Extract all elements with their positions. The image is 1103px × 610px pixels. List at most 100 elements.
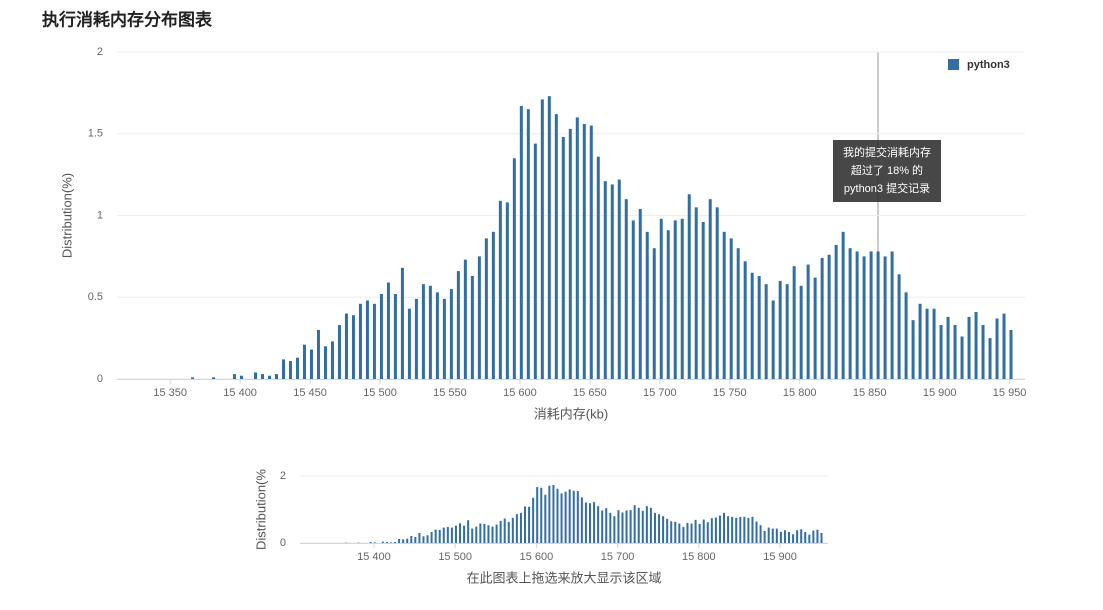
bar [365, 300, 369, 379]
bar [778, 280, 782, 379]
bar [434, 529, 437, 543]
bar [402, 539, 405, 543]
bar [1009, 329, 1013, 379]
bar [808, 534, 811, 543]
bar [701, 222, 705, 379]
bar [560, 493, 563, 543]
bar [625, 510, 628, 543]
bar [572, 490, 575, 543]
x-axis-title: 消耗内存(kb) [534, 406, 608, 421]
bar [454, 525, 457, 543]
y-axis-title: Distribution(% [253, 469, 268, 550]
bar [680, 218, 684, 379]
x-tick-label: 15 400 [357, 551, 391, 563]
bar [373, 542, 376, 543]
bar [459, 523, 462, 543]
bar [316, 329, 320, 379]
bar [568, 128, 572, 379]
bar [714, 517, 717, 543]
bar [673, 220, 677, 379]
bar [755, 521, 758, 543]
bar [617, 510, 620, 543]
bar [876, 251, 880, 379]
bar [584, 502, 587, 543]
bar [582, 123, 586, 379]
bar [503, 518, 506, 543]
tooltip-line: python3 提交记录 [844, 181, 930, 195]
bar [702, 519, 705, 543]
bar [862, 256, 866, 379]
x-tick-label: 15 550 [433, 387, 467, 399]
bar [505, 202, 509, 379]
bar [911, 320, 915, 379]
bar [536, 487, 539, 543]
bar [554, 114, 558, 379]
bar [1002, 313, 1006, 379]
x-tick-label: 15 500 [363, 387, 397, 399]
bar [617, 179, 621, 379]
bar [812, 530, 815, 543]
bar [254, 372, 258, 379]
bar [779, 531, 782, 543]
page-title: 执行消耗内存分布图表 [42, 9, 213, 29]
bar [410, 535, 413, 543]
bar [855, 251, 859, 379]
bar [295, 357, 299, 379]
bar [883, 256, 887, 379]
bar [498, 200, 502, 379]
bar [869, 251, 873, 379]
bar [191, 377, 195, 379]
bar [641, 510, 644, 543]
bar [528, 506, 531, 543]
x-tick-label: 15 600 [520, 551, 554, 563]
bar [638, 208, 642, 379]
bar [418, 532, 421, 543]
bar [792, 534, 795, 543]
bar [653, 512, 656, 543]
bar [261, 374, 265, 379]
bar [470, 275, 474, 379]
bar [385, 541, 388, 543]
bar [426, 535, 429, 543]
legend-label: python3 [967, 59, 1010, 71]
bar [575, 117, 579, 380]
bar [804, 531, 807, 543]
bar [670, 521, 673, 543]
bar [442, 298, 446, 379]
bar [519, 512, 522, 543]
bar [785, 284, 789, 379]
bar [456, 271, 460, 379]
bar [240, 375, 244, 379]
bar [918, 303, 922, 379]
bar [499, 520, 502, 543]
bar [491, 526, 494, 543]
bar [800, 529, 803, 543]
bar [407, 308, 411, 379]
bar [932, 308, 936, 379]
bar [533, 143, 537, 379]
bar [722, 231, 726, 379]
bar [487, 525, 490, 543]
bar [547, 96, 551, 380]
bar [788, 531, 791, 543]
bar [723, 512, 726, 543]
bar [718, 515, 721, 543]
bar [813, 277, 817, 379]
bar [309, 349, 313, 379]
bar [394, 541, 397, 543]
bar [736, 248, 740, 379]
bar [393, 293, 397, 379]
bar [544, 494, 547, 543]
bar [372, 303, 376, 379]
bar [515, 514, 518, 543]
bar [637, 507, 640, 543]
bar [442, 527, 445, 543]
bar [446, 526, 449, 543]
bar [548, 485, 551, 543]
x-axis-title: 在此图表上拖选来放大显示该区域 [466, 570, 661, 585]
bar [735, 517, 738, 543]
bar [484, 238, 488, 379]
bar [783, 530, 786, 543]
bar [662, 516, 665, 543]
